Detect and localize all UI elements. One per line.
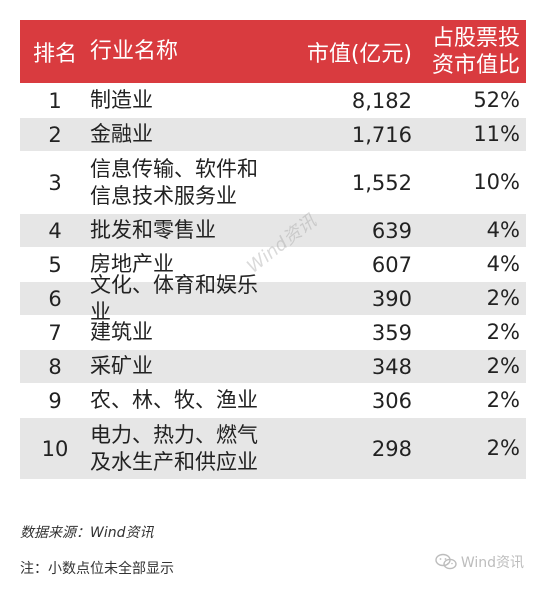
cell-share: 4% [486,252,520,276]
cell-share: 10% [473,170,520,194]
cell-rank: 1 [48,88,62,113]
table-row: 4 批发和零售业 639 4% [20,214,526,248]
cell-rank: 5 [48,252,62,277]
cell-market-value: 1,552 [351,170,412,195]
cell-rank: 4 [48,218,62,243]
data-source: 数据来源：Wind资讯 [20,525,154,541]
header-share: 占股票投 资市值比 [431,25,520,78]
table-row: 10 电力、热力、燃气 及水生产和供应业 298 2% [20,418,526,480]
cell-share: 4% [486,218,520,242]
cell-market-value: 639 [371,218,412,243]
cell-industry: 农、林、牧、渔业 [90,388,258,412]
table-row: 9 农、林、牧、渔业 306 2% [20,384,526,418]
cell-industry: 制造业 [90,88,153,112]
cell-market-value: 390 [371,286,412,311]
cell-rank: 10 [41,436,69,461]
cell-share: 11% [473,122,520,146]
cell-industry: 批发和零售业 [90,218,216,242]
header-market-value: 市值(亿元) [306,41,412,67]
cell-market-value: 8,182 [351,88,412,113]
cell-rank: 3 [48,170,62,195]
header-rank: 排名 [32,41,77,67]
cell-rank: 2 [48,122,62,147]
brand-label: Wind资讯 [460,555,524,571]
table-row: 1 制造业 8,182 52% [20,84,526,118]
table-row: 2 金融业 1,716 11% [20,118,526,152]
cell-rank: 9 [48,388,62,413]
cell-industry: 电力、热力、燃气 及水生产和供应业 [90,422,258,474]
cell-industry: 房地产业 [90,252,174,276]
table-row: 7 建筑业 359 2% [20,316,526,350]
table-row: 8 采矿业 348 2% [20,350,526,384]
table-row: 6 文化、体育和娱乐业 390 2% [20,273,526,324]
header-industry: 行业名称 [90,39,179,64]
cell-share: 2% [486,320,520,344]
footnote: 注：小数点位未全部显示 [20,561,174,577]
cell-industry: 采矿业 [90,354,153,378]
cell-industry: 文化、体育和娱乐业 [90,272,258,324]
cell-market-value: 298 [371,436,412,461]
cell-market-value: 306 [371,388,412,413]
wechat-icon [435,553,457,570]
industry-table: 排名 行业名称 市值(亿元) 占股票投 资市值比 1 制造业 8,182 52% 2 金融… [20,20,526,480]
cell-market-value: 607 [371,252,412,277]
cell-industry: 信息传输、软件和 信息技术服务业 [90,156,258,208]
cell-share: 2% [486,388,520,412]
cell-share: 2% [486,354,520,378]
cell-market-value: 348 [371,354,412,379]
table-row: 5 房地产业 607 4% [20,248,526,282]
cell-rank: 8 [48,354,62,379]
cell-rank: 7 [48,320,62,345]
cell-market-value: 1,716 [351,122,412,147]
cell-industry: 建筑业 [90,320,153,344]
cell-share: 52% [473,88,520,112]
brand-mark: Wind资讯 [435,552,524,572]
table-row: 3 信息传输、软件和 信息技术服务业 1,552 10% [20,152,526,214]
cell-share: 2% [486,286,520,310]
cell-rank: 6 [48,286,62,311]
cell-market-value: 359 [371,320,412,345]
table-header: 排名 行业名称 市值(亿元) 占股票投 资市值比 [20,20,526,84]
cell-industry: 金融业 [90,122,153,146]
cell-share: 2% [486,436,520,460]
table-body: 1 制造业 8,182 52% 2 金融业 1,716 11% 3 信息传输、软件和 信息技术服务… [20,84,526,480]
